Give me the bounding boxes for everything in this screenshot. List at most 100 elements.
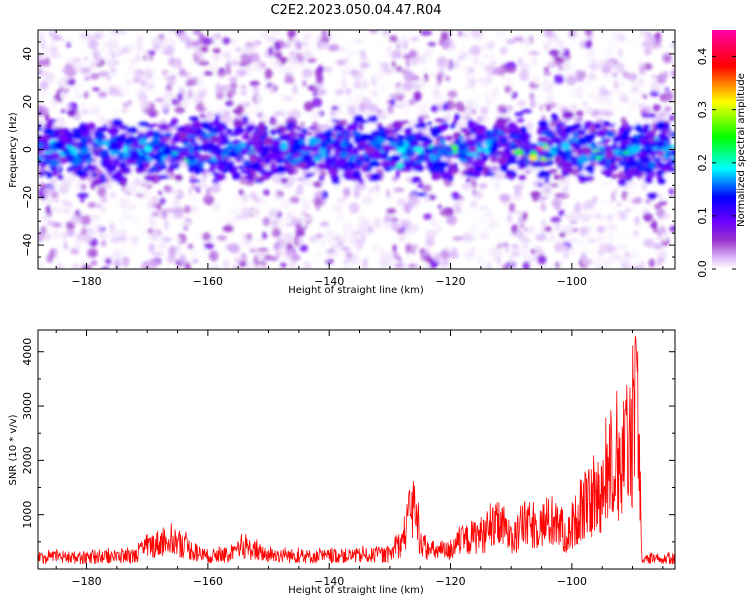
heatmap-cell	[544, 176, 550, 184]
heatmap-cell	[657, 149, 665, 157]
heatmap-cell	[168, 245, 177, 257]
heatmap-hotspot	[181, 150, 191, 157]
heatmap-cell	[66, 154, 75, 161]
heatmap-cell	[87, 122, 96, 131]
heatmap-cell	[308, 126, 317, 130]
heatmap-cell	[320, 240, 325, 247]
heatmap-cell	[664, 106, 672, 112]
heatmap-cell	[444, 195, 454, 206]
heatmap-cell	[420, 30, 433, 36]
heatmap-cell	[284, 42, 290, 49]
heatmap-cell	[439, 209, 449, 217]
heatmap-cell	[394, 210, 402, 215]
heatmap-cell	[201, 130, 207, 140]
heatmap-cell	[167, 80, 176, 86]
heatmap-cell	[529, 100, 536, 108]
heatmap-cell	[562, 225, 575, 235]
heatmap-cell	[553, 174, 559, 181]
heatmap-cell	[646, 166, 651, 174]
heatmap-cell	[310, 43, 320, 54]
heatmap-cell	[181, 100, 191, 108]
heatmap-cell	[121, 209, 127, 216]
heatmap-cell	[52, 129, 60, 139]
heatmap-cell	[528, 161, 535, 165]
heatmap-cell	[553, 74, 565, 85]
heatmap-cell	[513, 210, 523, 215]
heatmap-cell	[49, 159, 60, 167]
heatmap-cell	[135, 52, 141, 62]
heatmap-cell	[442, 40, 451, 48]
heatmap-cell	[302, 153, 312, 163]
heatmap-cell	[607, 167, 619, 171]
heatmap-cell	[268, 208, 280, 219]
heatmap-cell	[515, 229, 524, 239]
heatmap-cell	[272, 139, 280, 146]
heatmap-cell	[620, 116, 627, 126]
heatmap-cell	[351, 131, 362, 137]
heatmap-cell	[657, 192, 664, 201]
heatmap-cell	[211, 63, 218, 74]
heatmap-cell	[482, 165, 489, 175]
y-tick-label: 1000	[21, 501, 34, 529]
heatmap-cell	[655, 234, 662, 241]
heatmap-cell	[462, 187, 475, 194]
heatmap-cell	[241, 31, 254, 41]
heatmap-cell	[168, 57, 176, 66]
heatmap-cell	[216, 163, 226, 172]
heatmap-cell	[157, 243, 168, 250]
heatmap-cell	[315, 73, 324, 84]
heatmap-cell	[373, 73, 383, 84]
heatmap-cell	[112, 157, 120, 167]
heatmap-cell	[427, 257, 433, 265]
x-tick-label: −160	[193, 575, 223, 588]
heatmap-cell	[219, 84, 231, 91]
heatmap-cell	[595, 235, 606, 242]
heatmap-cell	[628, 98, 639, 110]
heatmap-cell	[563, 213, 575, 221]
heatmap-cell	[149, 123, 160, 127]
heatmap-cell	[139, 79, 148, 86]
heatmap-cell	[499, 193, 511, 203]
heatmap-cell	[422, 66, 431, 72]
heatmap-cell	[116, 77, 128, 89]
heatmap-cell	[381, 152, 388, 159]
heatmap-cell	[561, 131, 567, 138]
heatmap-cell	[244, 164, 254, 169]
heatmap-cell	[587, 47, 596, 55]
heatmap-cell	[148, 258, 160, 266]
heatmap-cell	[154, 97, 165, 103]
heatmap-cell	[471, 189, 477, 196]
heatmap-cell	[576, 174, 585, 178]
heatmap-cell	[447, 175, 454, 182]
heatmap-cell	[38, 123, 42, 132]
heatmap-cell	[40, 89, 51, 99]
heatmap-cell	[671, 69, 675, 78]
heatmap-cell	[577, 162, 584, 170]
heatmap-cell	[198, 85, 208, 91]
heatmap-cell	[328, 165, 334, 170]
heatmap-cell	[44, 113, 50, 122]
heatmap-cell	[342, 262, 355, 269]
heatmap-cell	[207, 168, 216, 173]
heatmap-cell	[661, 70, 669, 79]
heatmap-cell	[498, 246, 507, 253]
heatmap-cell	[465, 71, 476, 80]
heatmap-cell	[404, 97, 410, 106]
heatmap-cell	[194, 167, 201, 176]
heatmap-cell	[203, 242, 215, 250]
heatmap-cell	[254, 63, 263, 71]
heatmap-cell	[456, 55, 465, 61]
heatmap-cell	[357, 68, 365, 74]
heatmap-cell	[111, 118, 123, 127]
heatmap-cell	[458, 140, 467, 145]
heatmap-cell	[57, 156, 68, 161]
heatmap-cell	[582, 101, 588, 107]
heatmap-cell	[120, 30, 127, 35]
heatmap-cell	[642, 112, 648, 118]
heatmap-cell	[609, 163, 617, 168]
heatmap-cell	[178, 108, 184, 114]
heatmap-cell	[107, 37, 116, 44]
heatmap-cell	[251, 170, 256, 180]
heatmap-cell	[125, 44, 135, 52]
heatmap-cell	[642, 93, 648, 100]
